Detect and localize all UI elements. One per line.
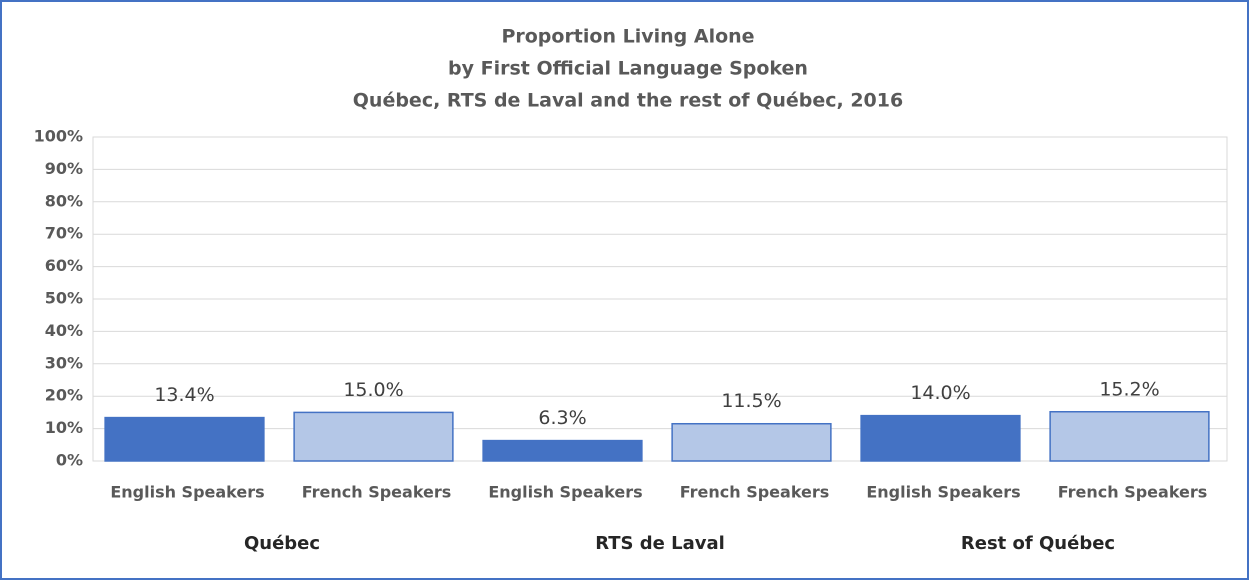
value-label: 11.5%: [721, 390, 781, 412]
x-tick-label: French Speakers: [302, 483, 452, 502]
plot-area: [92, 136, 1228, 462]
x-tick-label: English Speakers: [110, 483, 264, 502]
chart-subtitle: Québec, RTS de Laval and the rest of Qué…: [353, 90, 903, 112]
chart-title: Proportion Living Alone: [501, 26, 754, 48]
y-tick-label: 60%: [45, 256, 83, 275]
x-tick-label: English Speakers: [866, 483, 1020, 502]
y-tick-label: 100%: [34, 127, 83, 146]
y-tick-label: 80%: [45, 191, 83, 210]
y-tick-label: 90%: [45, 159, 83, 178]
y-tick-label: 50%: [45, 289, 83, 308]
value-label: 15.0%: [343, 379, 403, 401]
value-label: 15.2%: [1099, 378, 1159, 400]
x-tick-label: French Speakers: [680, 483, 830, 502]
bar: [104, 416, 265, 462]
bar: [860, 414, 1021, 462]
group-label: Rest of Québec: [961, 533, 1115, 554]
x-tick-label: English Speakers: [488, 483, 642, 502]
group-label: RTS de Laval: [595, 533, 725, 554]
y-tick-label: 20%: [45, 386, 83, 405]
value-label: 14.0%: [910, 382, 970, 404]
bar: [293, 411, 454, 462]
bar: [482, 439, 643, 462]
y-tick-label: 70%: [45, 224, 83, 243]
chart-subtitle: by First Official Language Spoken: [448, 58, 808, 80]
group-label: Québec: [244, 533, 320, 554]
bar: [1049, 411, 1210, 462]
y-tick-label: 30%: [45, 353, 83, 372]
x-tick-label: French Speakers: [1058, 483, 1208, 502]
value-label: 13.4%: [154, 384, 214, 406]
y-tick-label: 40%: [45, 321, 83, 340]
value-label: 6.3%: [538, 407, 586, 429]
y-tick-label: 0%: [56, 451, 83, 470]
bar: [671, 422, 832, 462]
y-tick-label: 10%: [45, 418, 83, 437]
